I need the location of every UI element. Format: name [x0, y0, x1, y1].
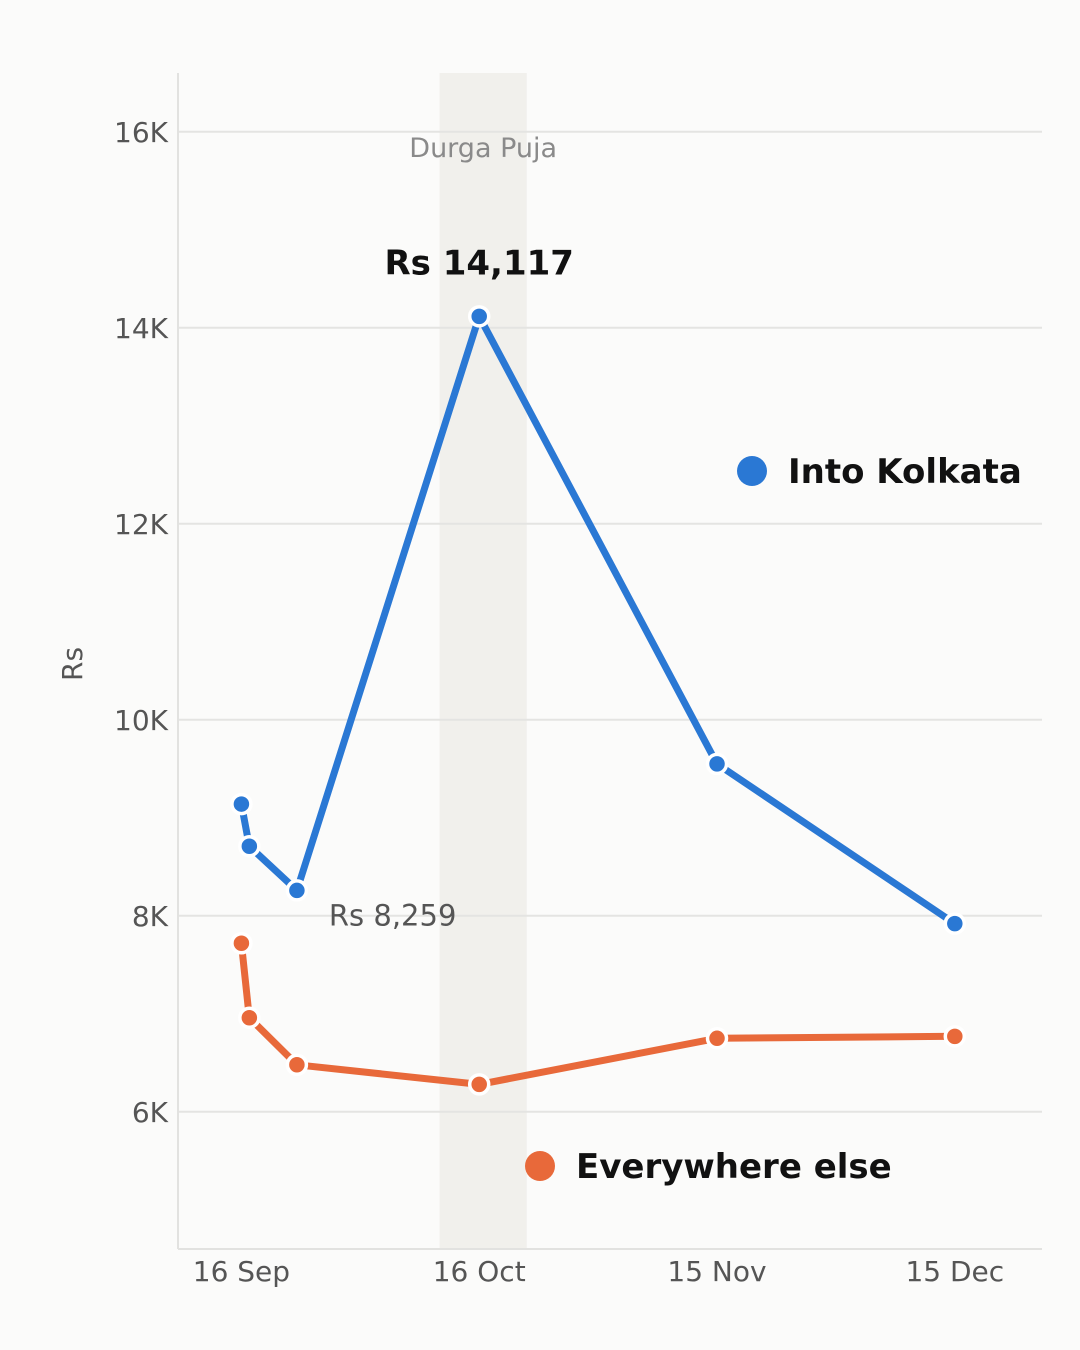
- gridlines: [178, 130, 1042, 1113]
- x-tick-label: 16 Oct: [433, 1255, 526, 1288]
- legend-marker-everywhere-else: [525, 1151, 555, 1181]
- y-axis-title: Rs: [56, 647, 89, 681]
- x-tick-label: 15 Dec: [905, 1255, 1004, 1288]
- legend-label-into-kolkata: Into Kolkata: [788, 452, 1022, 492]
- data-point-into-kolkata: [238, 834, 261, 858]
- series-everywhere-else: [230, 931, 967, 1096]
- x-tick-label: 16 Sep: [193, 1255, 290, 1288]
- highlight-band-label: Durga Puja: [409, 133, 557, 164]
- data-point-everywhere-else: [285, 1053, 309, 1077]
- data-point-everywhere-else: [943, 1025, 967, 1048]
- peak-value-label: Rs 14,117: [384, 243, 573, 283]
- y-tick-label: 8K: [132, 900, 169, 933]
- annotations: Rs 14,117 Rs 8,259: [329, 243, 574, 932]
- legend-entry-everywhere-else: Everywhere else: [525, 1147, 892, 1187]
- highlight-band: [439, 73, 527, 1249]
- data-point-into-kolkata: [285, 879, 309, 902]
- data-point-everywhere-else: [467, 1073, 491, 1096]
- data-point-into-kolkata: [230, 792, 253, 816]
- series-into-kolkata: [230, 305, 967, 935]
- highlight-band-layer: Durga Puja: [409, 73, 557, 1249]
- data-point-into-kolkata: [467, 305, 491, 328]
- data-point-everywhere-else: [230, 931, 253, 955]
- axes: [177, 73, 1042, 1250]
- legend-label-everywhere-else: Everywhere else: [576, 1147, 892, 1187]
- series-line-everywhere-else: [237, 939, 959, 1088]
- x-tick-label: 15 Nov: [667, 1255, 766, 1288]
- low-value-label: Rs 8,259: [329, 898, 457, 932]
- legend: Into Kolkata Everywhere else: [525, 452, 1022, 1187]
- legend-entry-into-kolkata: Into Kolkata: [737, 452, 1022, 492]
- y-tick-label: 14K: [114, 312, 169, 345]
- y-tick-label: 12K: [114, 508, 169, 541]
- y-tick-label: 16K: [114, 116, 169, 149]
- data-point-into-kolkata: [943, 912, 967, 935]
- series-layer: [230, 305, 967, 1096]
- data-point-everywhere-else: [705, 1027, 729, 1050]
- series-line-into-kolkata: [237, 312, 959, 928]
- data-point-everywhere-else: [238, 1006, 261, 1029]
- y-tick-label: 10K: [114, 704, 169, 737]
- tick-labels: 6K 8K 10K 12K 14K 16K 16 Sep 16 Oct 15 Nov 15 Dec: [114, 116, 1004, 1288]
- y-tick-label: 6K: [132, 1096, 169, 1129]
- legend-marker-into-kolkata: [737, 456, 767, 486]
- data-point-into-kolkata: [705, 752, 729, 776]
